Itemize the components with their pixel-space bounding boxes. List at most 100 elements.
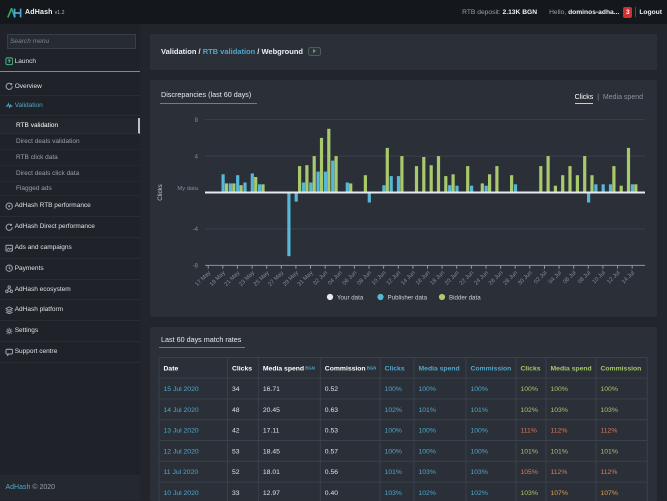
svg-text:111%: 111% (521, 427, 537, 434)
svg-text:100%: 100% (471, 448, 488, 455)
svg-text:100%: 100% (385, 448, 402, 455)
svg-text:112%: 112% (601, 469, 618, 476)
svg-text:102%: 102% (385, 406, 402, 413)
svg-text:100%: 100% (471, 386, 488, 393)
svg-text:16 Jun: 16 Jun (415, 270, 432, 287)
svg-text:103%: 103% (521, 490, 538, 497)
svg-text:102%: 102% (471, 490, 488, 497)
svg-text:12.97: 12.97 (263, 490, 280, 497)
svg-text:15 Jul 2020: 15 Jul 2020 (164, 386, 199, 393)
svg-text:100%: 100% (601, 386, 618, 393)
svg-text:12 Jul 2020: 12 Jul 2020 (164, 448, 199, 455)
svg-text:103%: 103% (385, 490, 402, 497)
svg-text:-8: -8 (193, 263, 199, 269)
svg-text:Bidder data: Bidder data (449, 294, 481, 301)
svg-text:28 Jun: 28 Jun (503, 270, 520, 287)
svg-text:02 Jul: 02 Jul (533, 270, 548, 285)
svg-text:Publisher data: Publisher data (388, 294, 428, 301)
svg-text:Clicks: Clicks (521, 365, 541, 372)
svg-text:08 Jul: 08 Jul (577, 270, 592, 285)
svg-text:Date: Date (164, 365, 179, 372)
svg-text:My data: My data (177, 186, 198, 192)
svg-text:Clicks: Clicks (157, 184, 164, 201)
svg-text:24 Jun: 24 Jun (473, 270, 490, 287)
svg-text:Commission: Commission (601, 365, 642, 372)
svg-text:0.63: 0.63 (325, 406, 338, 413)
svg-text:100%: 100% (419, 386, 436, 393)
svg-text:48: 48 (232, 406, 240, 413)
svg-text:42: 42 (232, 427, 240, 434)
svg-text:112%: 112% (551, 469, 568, 476)
svg-text:101%: 101% (521, 448, 538, 455)
svg-text:26 Jun: 26 Jun (488, 270, 505, 287)
svg-text:100%: 100% (419, 427, 436, 434)
svg-text:34: 34 (232, 386, 240, 393)
svg-text:11 Jul 2020: 11 Jul 2020 (164, 469, 199, 476)
svg-text:31 May: 31 May (297, 270, 315, 288)
svg-text:102%: 102% (419, 490, 436, 497)
svg-text:4: 4 (195, 154, 199, 160)
svg-text:100%: 100% (551, 386, 568, 393)
svg-text:Commission BGN: Commission BGN (325, 365, 377, 372)
svg-text:100%: 100% (521, 386, 538, 393)
svg-text:13 Jul 2020: 13 Jul 2020 (164, 427, 199, 434)
svg-text:100%: 100% (385, 427, 402, 434)
svg-text:Media spend BGN: Media spend BGN (263, 365, 315, 372)
svg-text:04 Jul: 04 Jul (548, 270, 563, 285)
svg-text:103%: 103% (601, 406, 618, 413)
svg-text:0.52: 0.52 (325, 386, 338, 393)
svg-text:12 Jul: 12 Jul (606, 270, 621, 285)
svg-text:30 Jun: 30 Jun (517, 270, 534, 287)
svg-text:08 Jun: 08 Jun (356, 270, 373, 287)
svg-text:20.45: 20.45 (263, 406, 280, 413)
svg-text:14 Jun: 14 Jun (400, 270, 417, 287)
svg-text:103%: 103% (471, 469, 488, 476)
svg-text:18.45: 18.45 (263, 448, 280, 455)
svg-text:0.53: 0.53 (325, 427, 338, 434)
svg-text:Your data: Your data (337, 294, 364, 301)
svg-text:17.11: 17.11 (263, 427, 280, 434)
svg-text:10 Jul: 10 Jul (592, 270, 607, 285)
svg-text:107%: 107% (551, 490, 568, 497)
svg-text:101%: 101% (419, 406, 436, 413)
svg-text:53: 53 (232, 448, 240, 455)
svg-text:04 Jun: 04 Jun (327, 270, 344, 287)
svg-text:-4: -4 (193, 227, 199, 233)
svg-text:103%: 103% (551, 406, 568, 413)
svg-text:102%: 102% (521, 406, 538, 413)
svg-text:100%: 100% (471, 427, 488, 434)
svg-text:22 Jun: 22 Jun (459, 270, 476, 287)
svg-text:20 Jun: 20 Jun (444, 270, 461, 287)
svg-text:06 Jun: 06 Jun (342, 270, 359, 287)
svg-text:18 Jun: 18 Jun (429, 270, 446, 287)
svg-text:112%: 112% (601, 427, 618, 434)
svg-text:107%: 107% (601, 490, 618, 497)
svg-text:10 Jul 2020: 10 Jul 2020 (164, 490, 199, 497)
svg-text:100%: 100% (385, 386, 402, 393)
svg-text:8: 8 (195, 117, 199, 123)
svg-text:Media spend: Media spend (419, 365, 460, 372)
svg-text:16.71: 16.71 (263, 386, 280, 393)
svg-text:100%: 100% (419, 448, 436, 455)
svg-text:0.57: 0.57 (325, 448, 338, 455)
svg-text:101%: 101% (551, 448, 568, 455)
svg-text:33: 33 (232, 490, 240, 497)
svg-text:101%: 101% (601, 448, 618, 455)
svg-text:0.40: 0.40 (325, 490, 338, 497)
svg-text:103%: 103% (419, 469, 436, 476)
svg-text:10 Jun: 10 Jun (371, 270, 388, 287)
svg-text:12 Jun: 12 Jun (386, 270, 403, 287)
svg-text:52: 52 (232, 469, 240, 476)
svg-text:101%: 101% (385, 469, 402, 476)
svg-text:Media spend: Media spend (551, 365, 592, 372)
svg-text:18.01: 18.01 (263, 469, 280, 476)
svg-text:02 Jun: 02 Jun (313, 270, 330, 287)
svg-text:105%: 105% (521, 469, 538, 476)
svg-text:101%: 101% (471, 406, 488, 413)
svg-text:112%: 112% (551, 427, 568, 434)
svg-text:14 Jul: 14 Jul (621, 270, 636, 285)
svg-text:Commission: Commission (471, 365, 512, 372)
svg-text:Clicks: Clicks (232, 365, 252, 372)
svg-text:06 Jul: 06 Jul (562, 270, 577, 285)
svg-text:0.56: 0.56 (325, 469, 338, 476)
